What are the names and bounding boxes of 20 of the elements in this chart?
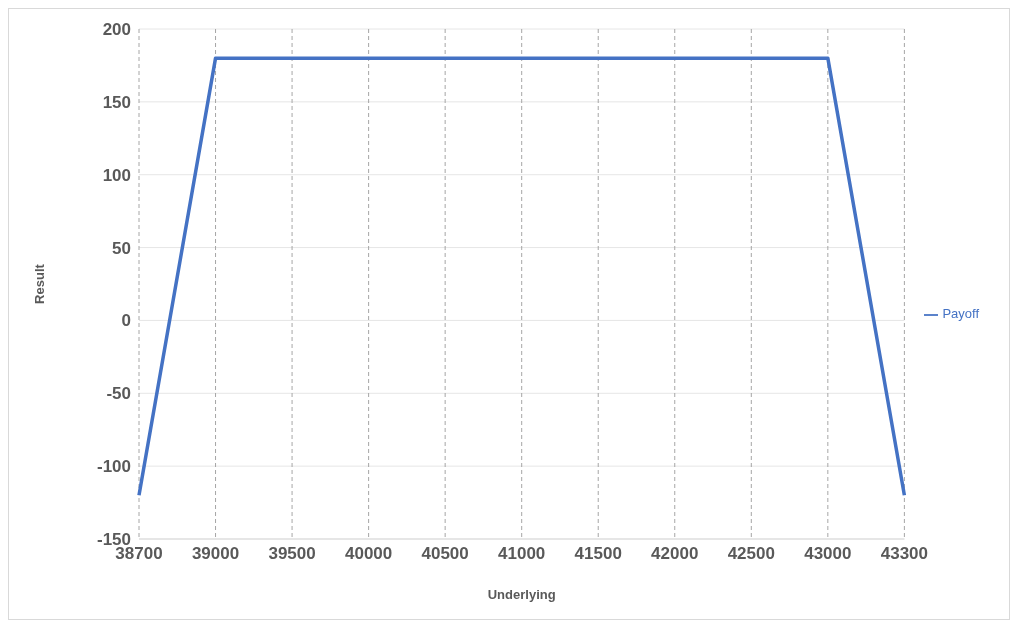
x-tick-label: 40000 — [344, 544, 393, 564]
y-tick-label: 100 — [102, 165, 131, 185]
legend-label: Payoff — [942, 306, 979, 322]
y-tick-label: 0 — [121, 311, 131, 331]
y-tick-label: -50 — [106, 384, 131, 404]
x-tick-label: 39500 — [268, 544, 316, 564]
y-tick-label: 200 — [102, 20, 131, 40]
y-tick-label: -100 — [96, 457, 131, 477]
x-tick-label: 43300 — [880, 544, 929, 564]
x-axis-title: Underlying — [487, 587, 556, 602]
x-tick-label: 41000 — [498, 544, 546, 564]
x-tick-label: 41500 — [574, 544, 622, 564]
x-tick-label: 42000 — [651, 544, 699, 564]
y-tick-label: 50 — [112, 238, 131, 258]
x-tick-label: 40500 — [421, 544, 469, 564]
x-tick-label: 42500 — [727, 544, 775, 564]
y-axis-title: Result — [31, 263, 47, 304]
x-tick-label: 43000 — [804, 544, 852, 564]
x-tick-label: 39000 — [191, 544, 240, 564]
y-tick-label: 150 — [102, 92, 131, 112]
